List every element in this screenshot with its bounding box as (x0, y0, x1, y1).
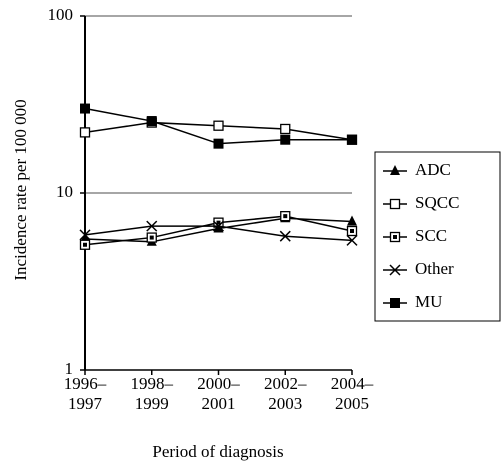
x-axis-label: Period of diagnosis (152, 442, 283, 461)
x-tick-label: 2001 (202, 394, 236, 413)
y-tick-label: 1 (65, 359, 74, 378)
data-point (79, 229, 91, 241)
data-point (146, 220, 158, 232)
x-tick-label: 1998– (131, 374, 174, 393)
data-point-dot (83, 242, 87, 247)
data-point (347, 134, 357, 145)
x-tick-label: 1999 (135, 394, 169, 413)
data-point (347, 215, 357, 226)
data-point (213, 120, 224, 131)
x-tick-label: 2004– (331, 374, 374, 393)
legend-marker (389, 198, 401, 210)
legend-label: SQCC (415, 193, 459, 212)
data-point-dot (283, 214, 288, 219)
x-tick-label: 2002– (264, 374, 307, 393)
legend-label: Other (415, 259, 454, 278)
data-point (346, 234, 358, 246)
y-tick-label: 100 (48, 5, 74, 24)
legend-marker-dot (393, 235, 397, 239)
legend-marker (389, 264, 401, 276)
data-point-dot (350, 228, 354, 233)
data-point-dot (149, 235, 154, 240)
x-tick-label: 1996– (64, 374, 107, 393)
x-tick-label: 2005 (335, 394, 369, 413)
legend-label: MU (415, 292, 442, 311)
data-point (80, 103, 90, 114)
y-tick-label: 10 (56, 182, 73, 201)
x-tick-label: 1997 (68, 394, 103, 413)
data-point (79, 127, 91, 138)
y-axis-label: Incidence rate per 100 000 (11, 99, 30, 280)
data-point-dot (216, 220, 221, 225)
data-point (213, 138, 224, 149)
legend-marker (390, 165, 400, 175)
data-point (146, 116, 157, 127)
data-point (279, 230, 291, 242)
data-point (280, 134, 291, 145)
legend-marker (390, 298, 400, 308)
x-tick-label: 2003 (268, 394, 302, 413)
legend-label: ADC (415, 160, 451, 179)
data-point (280, 123, 291, 135)
data-point (212, 220, 225, 232)
x-tick-label: 2000– (197, 374, 240, 393)
legend-label: SCC (415, 226, 447, 245)
